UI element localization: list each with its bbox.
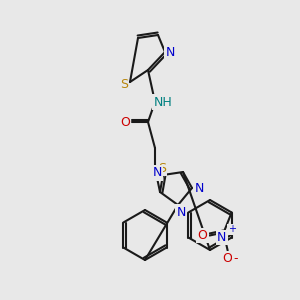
Text: -: - <box>233 252 238 265</box>
Text: O: O <box>198 229 208 242</box>
Text: S: S <box>158 161 166 175</box>
Text: N: N <box>194 182 204 194</box>
Text: O: O <box>120 116 130 128</box>
Text: NH: NH <box>154 95 172 109</box>
Text: N: N <box>152 167 162 179</box>
Text: +: + <box>228 224 236 235</box>
Text: N: N <box>217 231 226 244</box>
Text: S: S <box>120 79 128 92</box>
Text: N: N <box>176 206 186 218</box>
Text: O: O <box>223 252 232 265</box>
Text: N: N <box>165 46 175 59</box>
